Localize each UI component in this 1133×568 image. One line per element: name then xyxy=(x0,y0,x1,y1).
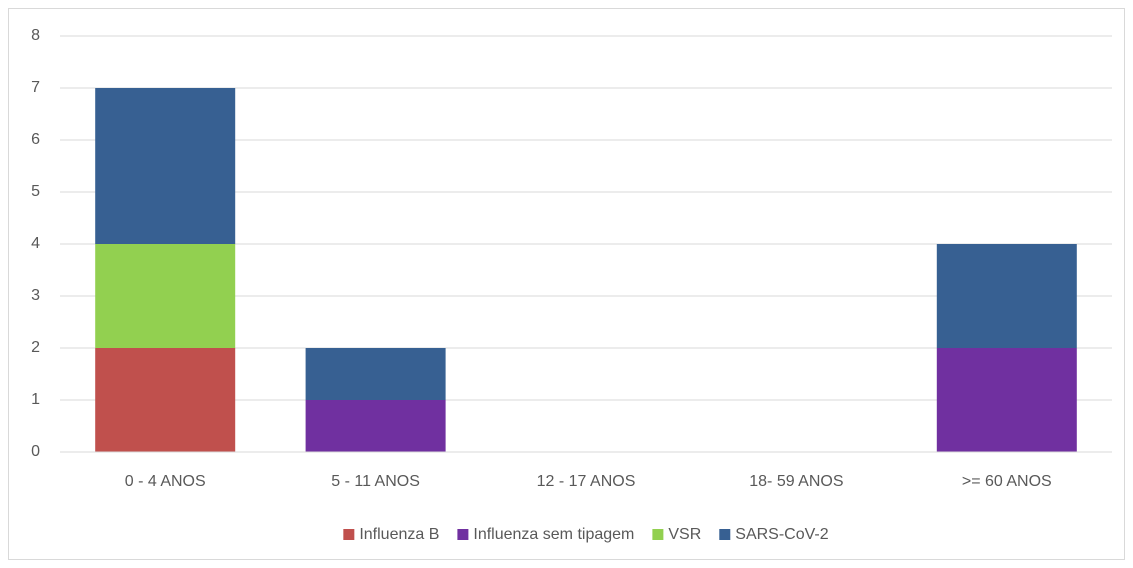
legend-swatch xyxy=(343,529,355,540)
x-tick-label: >= 60 ANOS xyxy=(962,473,1052,490)
bar-segment xyxy=(95,88,236,244)
x-tick-label: 5 - 11 ANOS xyxy=(331,473,420,490)
y-tick-label: 8 xyxy=(31,27,40,44)
y-tick-label: 2 xyxy=(31,339,40,356)
x-tick-label: 18- 59 ANOS xyxy=(749,473,843,490)
legend-label: VSR xyxy=(668,526,701,543)
y-tick-label: 5 xyxy=(31,183,40,200)
y-tick-label: 1 xyxy=(31,391,40,408)
bar-segment xyxy=(95,244,236,348)
legend-label: SARS-CoV-2 xyxy=(735,526,828,543)
legend-swatch xyxy=(719,529,731,540)
legend-label: Influenza B xyxy=(359,526,439,543)
y-tick-label: 7 xyxy=(31,79,40,96)
y-tick-label: 3 xyxy=(31,287,40,304)
bar-segment xyxy=(936,244,1077,348)
x-tick-label: 12 - 17 ANOS xyxy=(537,473,636,490)
bar-segment xyxy=(305,400,446,452)
legend-swatch xyxy=(457,529,469,540)
legend-swatch xyxy=(652,529,664,540)
bar-segment xyxy=(95,348,236,452)
y-tick-label: 0 xyxy=(31,443,40,460)
bar-segment xyxy=(305,348,446,400)
bar-segment xyxy=(936,348,1077,452)
x-tick-label: 0 - 4 ANOS xyxy=(125,473,206,490)
y-tick-label: 4 xyxy=(31,235,40,252)
y-tick-label: 6 xyxy=(31,131,40,148)
legend-label: Influenza sem tipagem xyxy=(473,526,634,543)
